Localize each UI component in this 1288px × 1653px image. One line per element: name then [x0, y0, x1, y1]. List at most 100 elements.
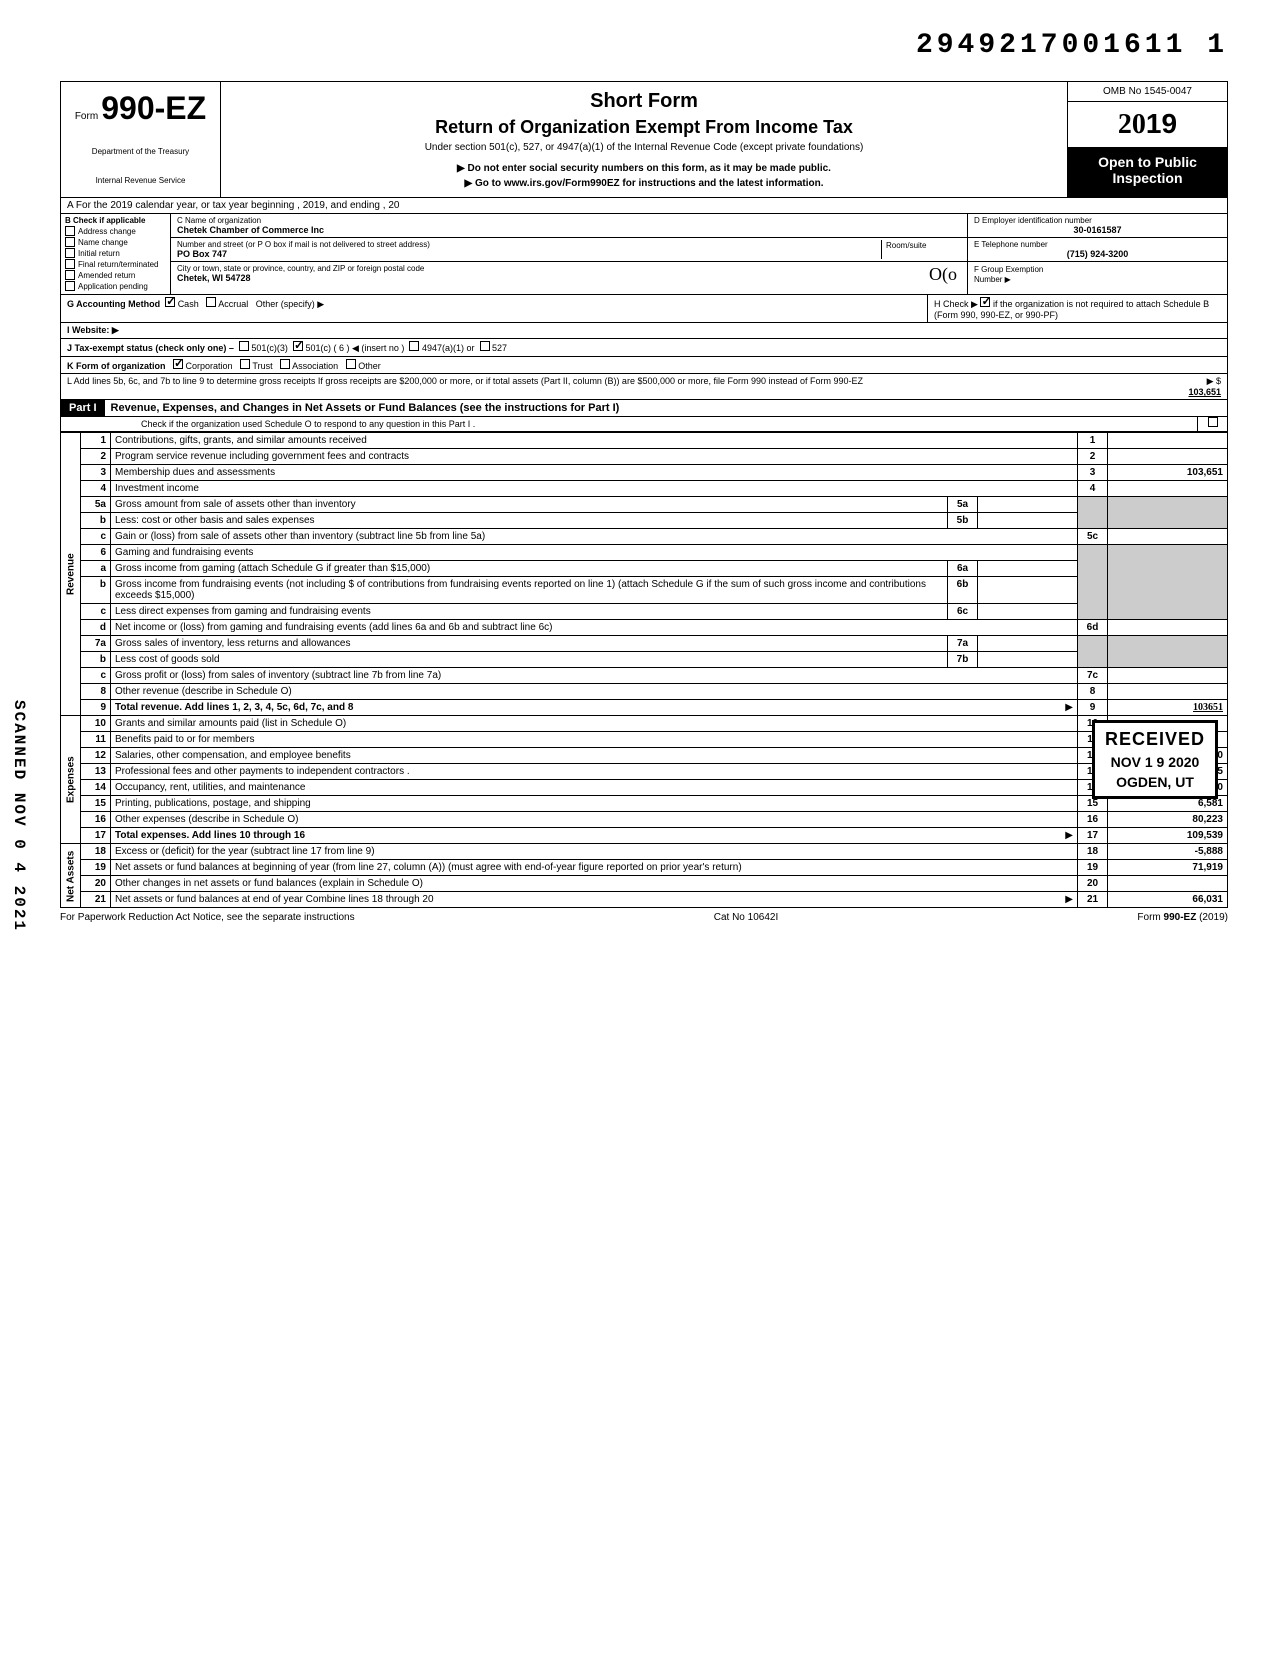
side-expenses: Expenses	[61, 716, 81, 844]
line-12-desc: Salaries, other compensation, and employ…	[111, 748, 1078, 764]
b-item-3: Final return/terminated	[78, 260, 158, 269]
tax-year: 20201919	[1068, 102, 1227, 148]
received-text: RECEIVED	[1105, 729, 1205, 750]
k-trust: Trust	[252, 361, 272, 371]
part1-label: Part I	[61, 400, 105, 416]
line-17-amt: 109,539	[1108, 828, 1228, 844]
received-date: NOV 1 9 2020	[1105, 754, 1205, 770]
line-2-desc: Program service revenue including govern…	[111, 449, 1078, 465]
footer-right: Form 990-EZ (2019)	[1137, 912, 1228, 923]
chk-other[interactable]	[346, 359, 356, 369]
line-6d-desc: Net income or (loss) from gaming and fun…	[111, 620, 1078, 636]
chk-501c[interactable]	[293, 341, 303, 351]
omb-number: OMB No 1545-0047	[1068, 82, 1227, 102]
line-13-desc: Professional fees and other payments to …	[111, 764, 1078, 780]
line-16-amt: 80,223	[1108, 812, 1228, 828]
open-public-1: Open to Public	[1074, 154, 1221, 170]
form-number: 990-EZ	[101, 90, 206, 126]
c-label: C Name of organization	[177, 216, 961, 225]
part1-title: Revenue, Expenses, and Changes in Net As…	[105, 400, 1227, 416]
line-21-amt: 66,031	[1108, 892, 1228, 908]
chk-corp[interactable]	[173, 359, 183, 369]
line-6d-amt	[1108, 620, 1228, 636]
h-label: H Check ▶	[934, 299, 978, 309]
line-4-amt	[1108, 481, 1228, 497]
side-revenue: Revenue	[61, 433, 81, 716]
line-15-desc: Printing, publications, postage, and shi…	[111, 796, 1078, 812]
line-7b-desc: Less cost of goods sold	[111, 652, 948, 668]
form-header: Form 990-EZ Department of the Treasury I…	[60, 81, 1228, 198]
j-label: J Tax-exempt status (check only one) –	[67, 343, 234, 353]
line-7c-desc: Gross profit or (loss) from sales of inv…	[111, 668, 1078, 684]
chk-address-change[interactable]	[65, 226, 75, 236]
f-label2: Number ▶	[974, 275, 1011, 284]
line-6c-desc: Less direct expenses from gaming and fun…	[111, 604, 948, 620]
chk-accrual[interactable]	[206, 297, 216, 307]
b-item-1: Name change	[78, 238, 128, 247]
chk-h[interactable]	[980, 297, 990, 307]
line-21-desc: Net assets or fund balances at end of ye…	[115, 894, 434, 905]
line-2-amt	[1108, 449, 1228, 465]
b-item-0: Address change	[78, 227, 136, 236]
chk-application-pending[interactable]	[65, 281, 75, 291]
line-8-amt	[1108, 684, 1228, 700]
k-corp: Corporation	[186, 361, 233, 371]
line-7a-desc: Gross sales of inventory, less returns a…	[111, 636, 948, 652]
chk-cash[interactable]	[165, 297, 175, 307]
c-addr-label: Number and street (or P O box if mail is…	[177, 240, 881, 249]
open-public-2: Inspection	[1074, 170, 1221, 186]
c-org-name: Chetek Chamber of Commerce Inc	[177, 225, 961, 235]
d-label: D Employer identification number	[974, 216, 1221, 225]
chk-501c3[interactable]	[239, 341, 249, 351]
chk-name-change[interactable]	[65, 237, 75, 247]
j-527: 527	[492, 343, 507, 353]
row-a-calendar-year: A For the 2019 calendar year, or tax yea…	[60, 198, 1228, 214]
line-9-amt: 103651	[1108, 700, 1228, 716]
b-header: B Check if applicable	[65, 216, 166, 225]
chk-527[interactable]	[480, 341, 490, 351]
j-501c: 501(c) ( 6 ) ◀ (insert no )	[305, 343, 404, 353]
side-netassets: Net Assets	[61, 844, 81, 908]
chk-part1-schedo[interactable]	[1208, 417, 1218, 427]
line-18-amt: -5,888	[1108, 844, 1228, 860]
c-city-label: City or town, state or province, country…	[177, 264, 961, 273]
part1-sub: Check if the organization used Schedule …	[61, 417, 1197, 431]
line-11-desc: Benefits paid to or for members	[111, 732, 1078, 748]
footer-mid: Cat No 10642I	[714, 912, 779, 923]
l-arrow: ▶ $	[1207, 376, 1221, 386]
scanned-stamp: SCANNED NOV 0 4 2021	[10, 700, 28, 932]
received-loc: OGDEN, UT	[1105, 774, 1205, 790]
line-20-amt	[1108, 876, 1228, 892]
chk-4947[interactable]	[409, 341, 419, 351]
g-cash: Cash	[178, 299, 199, 309]
chk-final-return[interactable]	[65, 259, 75, 269]
line-6a-desc: Gross income from gaming (attach Schedul…	[111, 561, 948, 577]
line-6b-desc: Gross income from fundraising events (no…	[111, 577, 948, 604]
subtitle-section: Under section 501(c), 527, or 4947(a)(1)…	[233, 142, 1055, 153]
j-4947: 4947(a)(1) or	[422, 343, 475, 353]
g-label: G Accounting Method	[67, 299, 160, 309]
line-18-desc: Excess or (deficit) for the year (subtra…	[111, 844, 1078, 860]
e-label: E Telephone number	[974, 240, 1221, 249]
i-label: I Website: ▶	[67, 325, 119, 335]
line-6-desc: Gaming and fundraising events	[111, 545, 1078, 561]
dept-treasury: Department of the Treasury	[69, 147, 212, 156]
chk-trust[interactable]	[240, 359, 250, 369]
k-assoc: Association	[292, 361, 338, 371]
c-city: Chetek, WI 54728	[177, 273, 961, 283]
line-4-desc: Investment income	[111, 481, 1078, 497]
chk-assoc[interactable]	[280, 359, 290, 369]
line-10-desc: Grants and similar amounts paid (list in…	[111, 716, 1078, 732]
chk-initial-return[interactable]	[65, 248, 75, 258]
line-19-desc: Net assets or fund balances at beginning…	[111, 860, 1078, 876]
l-text: L Add lines 5b, 6c, and 7b to line 9 to …	[61, 374, 1067, 399]
chk-amended-return[interactable]	[65, 270, 75, 280]
line-5c-amt	[1108, 529, 1228, 545]
line-16-desc: Other expenses (describe in Schedule O)	[111, 812, 1078, 828]
line-3-amt: 103,651	[1108, 465, 1228, 481]
line-5c-desc: Gain or (loss) from sale of assets other…	[111, 529, 1078, 545]
e-phone: (715) 924-3200	[974, 249, 1221, 259]
g-accrual: Accrual	[218, 299, 248, 309]
k-other: Other	[358, 361, 381, 371]
l-value: 103,651	[1188, 387, 1221, 397]
